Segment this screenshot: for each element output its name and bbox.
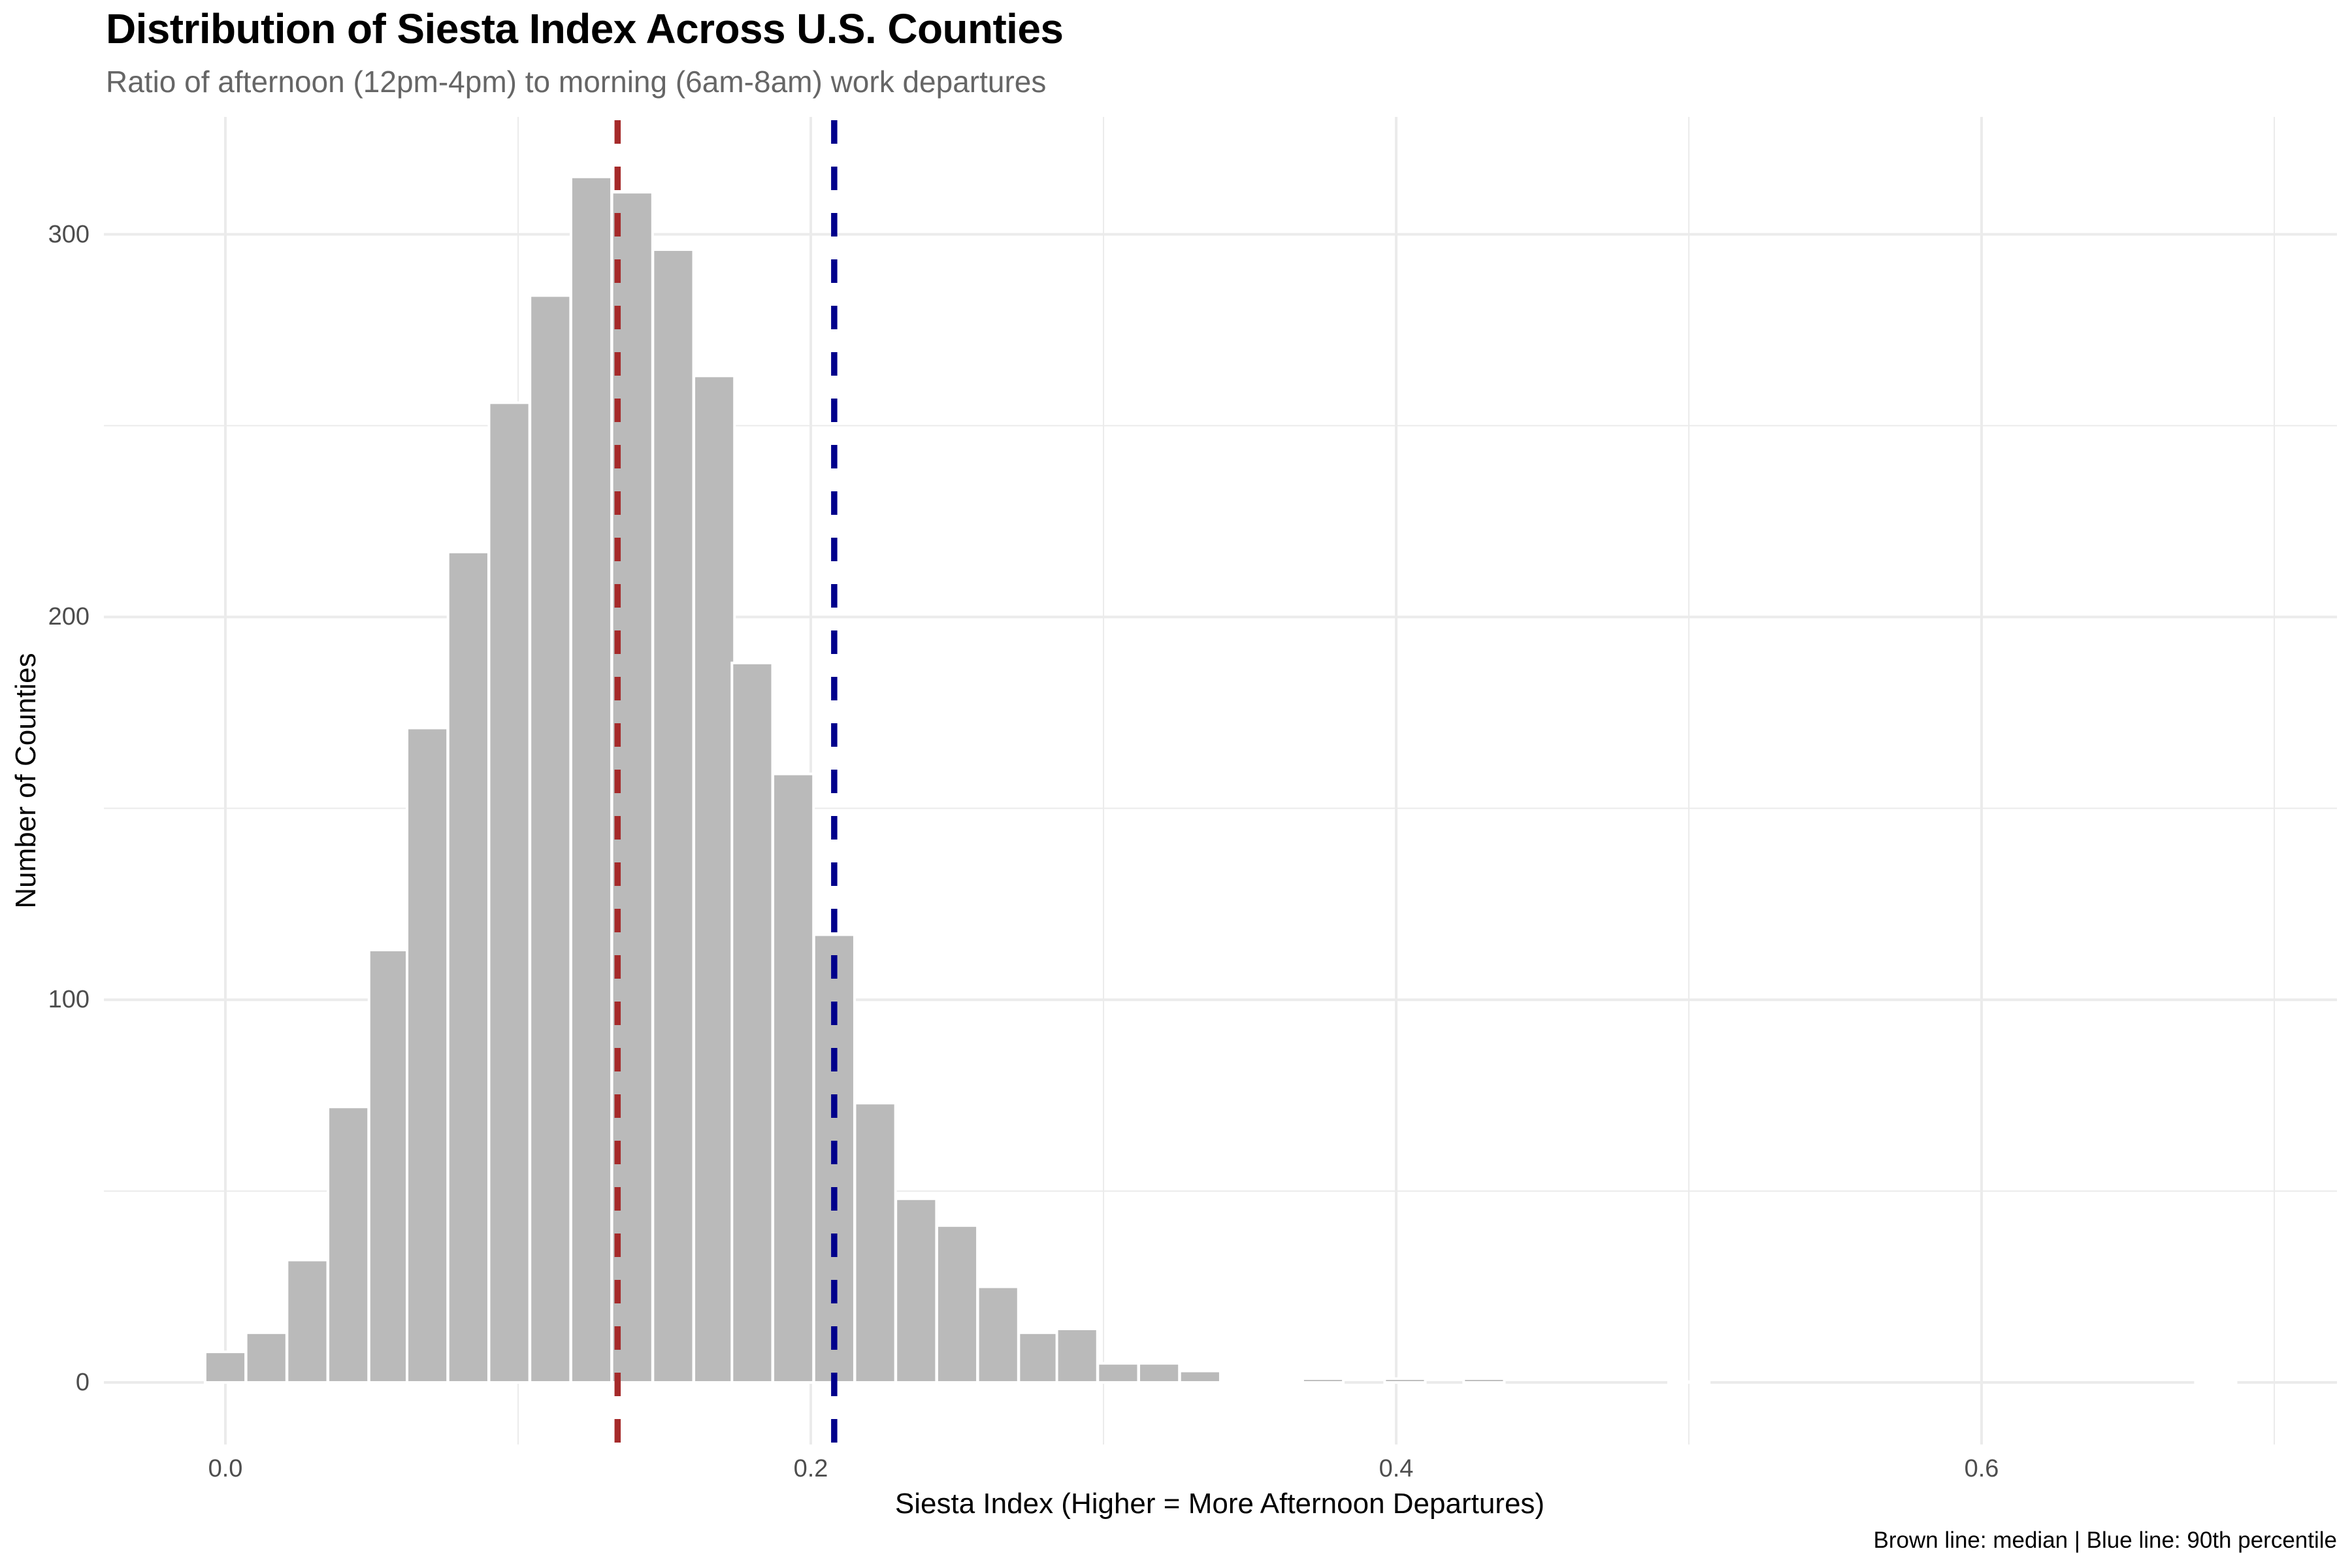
x-axis-title: Siesta Index (Higher = More Afternoon De…	[894, 1488, 1545, 1520]
histogram-bar	[569, 175, 613, 1384]
x-tick-label: 0.2	[793, 1455, 828, 1482]
y-tick-label: 300	[48, 220, 90, 248]
y-tick-label: 0	[75, 1369, 90, 1396]
chart-title: Distribution of Siesta Index Across U.S.…	[106, 5, 1064, 52]
histogram-bar	[894, 1197, 938, 1384]
histogram-bar	[1178, 1369, 1222, 1384]
histogram-bar	[487, 401, 531, 1384]
histogram-bar	[244, 1331, 288, 1384]
chart-caption: Brown line: median | Blue line: 90th per…	[1873, 1527, 2337, 1553]
histogram-bars	[203, 175, 2238, 1384]
histogram-bar	[730, 661, 774, 1384]
histogram-bar	[651, 248, 695, 1384]
x-tick-label: 0.0	[208, 1455, 243, 1482]
x-tick-label: 0.6	[1964, 1455, 1999, 1482]
y-axis-title: Number of Counties	[10, 653, 42, 909]
histogram-bar	[286, 1258, 329, 1384]
histogram-bar	[1462, 1377, 1506, 1384]
histogram-bar	[853, 1102, 897, 1384]
reference-lines	[614, 120, 838, 1445]
histogram-bar	[327, 1105, 370, 1384]
histogram-bar	[693, 374, 736, 1384]
histogram-bar	[529, 294, 572, 1384]
histogram-bar	[367, 949, 411, 1384]
histogram-bar	[446, 550, 490, 1384]
histogram-bar	[1383, 1377, 1427, 1384]
y-tick-label: 100	[48, 986, 90, 1014]
histogram-bar	[1096, 1362, 1140, 1384]
histogram-bar	[1137, 1362, 1181, 1384]
histogram-bar	[1301, 1377, 1345, 1384]
chart-subtitle: Ratio of afternoon (12pm-4pm) to morning…	[106, 65, 1047, 99]
x-tick-label: 0.4	[1379, 1455, 1414, 1482]
y-tick-label: 200	[48, 603, 90, 631]
histogram-bar	[1055, 1327, 1099, 1384]
histogram-bar	[935, 1224, 979, 1384]
histogram-bar	[406, 727, 449, 1384]
histogram-bar	[203, 1350, 248, 1384]
histogram-bar	[772, 772, 815, 1384]
histogram-bar	[976, 1285, 1020, 1384]
histogram-bar	[1017, 1331, 1061, 1384]
